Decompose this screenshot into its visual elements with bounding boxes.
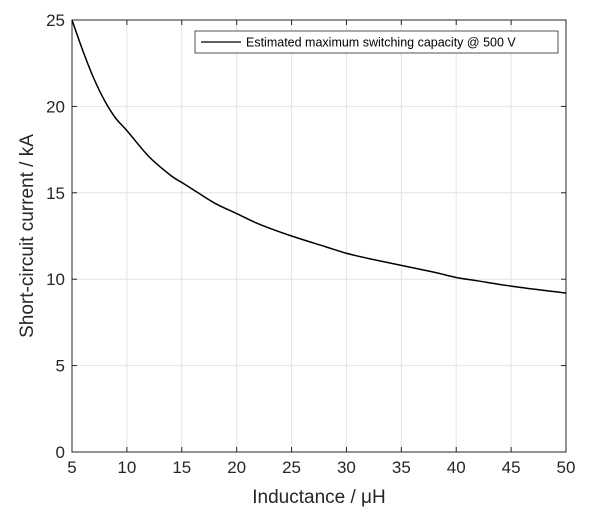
x-axis-label: Inductance / μH — [252, 487, 385, 508]
y-tick-label: 20 — [46, 97, 65, 116]
y-tick-label: 25 — [46, 11, 65, 30]
x-tick-label: 25 — [282, 458, 301, 477]
legend: Estimated maximum switching capacity @ 5… — [194, 30, 559, 54]
x-tick-label: 40 — [447, 458, 466, 477]
series-group — [71, 19, 567, 294]
x-tick-label: 45 — [502, 458, 521, 477]
x-tick-label: 20 — [227, 458, 246, 477]
y-tick-label: 15 — [46, 184, 65, 203]
ticks — [71, 19, 567, 453]
grid — [72, 20, 566, 452]
y-tick-label: 10 — [46, 270, 65, 289]
plot-frame — [71, 19, 567, 453]
x-tick-label: 30 — [337, 458, 356, 477]
x-tick-label: 35 — [392, 458, 411, 477]
y-axis-label: Short-circuit current / kA — [17, 134, 38, 338]
y-tick-label: 5 — [56, 357, 65, 376]
legend-entry-label: Estimated maximum switching capacity @ 5… — [246, 36, 516, 50]
x-tick-label: 50 — [557, 458, 576, 477]
legend-box — [194, 30, 559, 54]
series-line — [71, 19, 567, 294]
y-tick-label: 0 — [56, 443, 65, 462]
x-tick-label: 5 — [67, 458, 76, 477]
x-tick-label: 10 — [117, 458, 136, 477]
plot-background — [72, 20, 566, 452]
x-tick-label: 15 — [172, 458, 191, 477]
